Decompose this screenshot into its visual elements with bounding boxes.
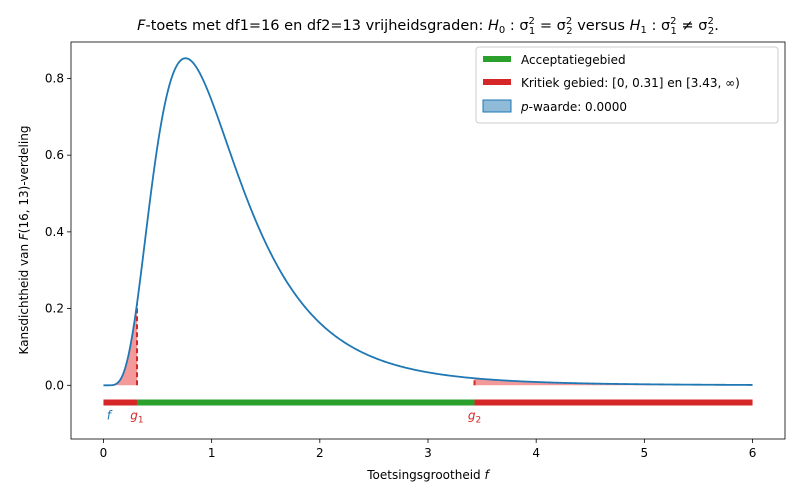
y-tick-label: 0.6 [45, 148, 64, 162]
legend-swatch-critical [483, 79, 511, 85]
critical-area-left [103, 303, 137, 386]
legend-label-acceptance: Acceptatiegebied [521, 53, 626, 67]
legend-swatch-acceptance [483, 56, 511, 62]
legend: Acceptatiegebied Kritiek gebied: [0, 0.3… [475, 46, 779, 124]
x-tick-label: 6 [749, 446, 757, 460]
f-marker-label: f [107, 409, 113, 423]
y-tick-label: 0.2 [45, 302, 64, 316]
marker-labels: f g1 g2 [107, 409, 481, 426]
x-tick-label: 0 [100, 446, 108, 460]
y-axis-ticks: 0.0 0.2 0.4 0.6 0.8 [45, 71, 71, 392]
chart-title: F-toets met df1=16 en df2=13 vrijheidsgr… [137, 16, 719, 37]
x-tick-label: 5 [641, 446, 649, 460]
x-axis-ticks: 0 1 2 3 4 5 6 [100, 439, 757, 460]
x-tick-label: 4 [532, 446, 540, 460]
y-tick-label: 0.0 [45, 378, 64, 392]
density-curve [103, 57, 753, 387]
legend-swatch-pvalue [482, 99, 512, 113]
g2-marker-label: g2 [468, 409, 481, 426]
legend-label-pvalue: p-waarde: 0.0000 [520, 100, 627, 114]
legend-label-critical: Kritiek gebied: [0, 0.31] en [3.43, ∞) [521, 76, 740, 90]
y-axis-label: Kansdichtheid van F(16, 13)-verdeling [17, 126, 31, 355]
x-axis-label: Toetsingsgrootheid f [366, 468, 490, 482]
legend-box [475, 46, 779, 124]
density-curve-layer [103, 57, 753, 387]
y-tick-label: 0.4 [45, 225, 64, 239]
x-tick-label: 1 [208, 446, 216, 460]
y-tick-label: 0.8 [45, 71, 64, 85]
x-tick-label: 3 [424, 446, 432, 460]
shaded-regions [103, 303, 753, 386]
critical-area-right [474, 378, 753, 386]
x-tick-label: 2 [316, 446, 324, 460]
g1-marker-label: g1 [130, 409, 143, 426]
